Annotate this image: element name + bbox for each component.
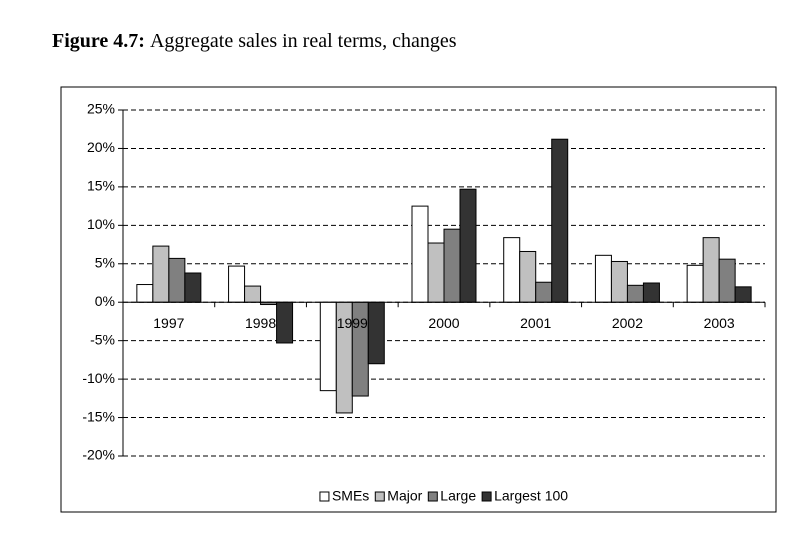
x-tick-label: 1999 (337, 315, 368, 331)
chart-title: Figure 4.7: Aggregate sales in real terms… (52, 30, 457, 52)
bar (319, 301, 337, 392)
bar (594, 254, 612, 303)
legend-label: SMEs (332, 488, 369, 504)
bar (184, 272, 202, 303)
legend-swatch (319, 491, 330, 502)
bar (642, 282, 660, 303)
x-tick-label: 2000 (428, 315, 459, 331)
y-tick-label: 15% (87, 178, 115, 194)
x-tick-label: 2003 (704, 315, 735, 331)
x-tick-label: 2002 (612, 315, 643, 331)
bar (244, 285, 262, 303)
x-tick-label: 2001 (520, 315, 551, 331)
bar (228, 265, 246, 303)
bar (168, 257, 186, 303)
y-tick-label: 25% (87, 101, 115, 117)
bar (276, 301, 294, 344)
y-tick-label: -10% (82, 370, 115, 386)
x-tick-label: 1997 (153, 315, 184, 331)
bar (718, 258, 736, 303)
bar (503, 237, 521, 303)
bar (610, 260, 628, 303)
legend-label: Large (440, 488, 476, 504)
bar (443, 228, 461, 303)
legend-swatch (374, 491, 385, 502)
bar (136, 284, 154, 303)
legend-label: Largest 100 (494, 488, 568, 504)
bar (152, 245, 170, 303)
y-tick-label: -20% (82, 447, 115, 463)
y-tick-label: 20% (87, 139, 115, 155)
bar (702, 237, 720, 303)
chart-frame (60, 86, 777, 513)
y-tick-label: -5% (90, 331, 115, 347)
legend-swatch (427, 491, 438, 502)
legend-label: Major (387, 488, 422, 504)
bar (367, 301, 385, 365)
bar (411, 205, 429, 303)
title-label: Figure 4.7: (52, 30, 145, 52)
y-tick-label: -15% (82, 408, 115, 424)
bar (551, 138, 569, 303)
x-tick-label: 1998 (245, 315, 276, 331)
y-tick-label: 10% (87, 216, 115, 232)
legend-swatch (481, 491, 492, 502)
bar (427, 242, 445, 303)
title-text: Aggregate sales in real terms, changes (150, 30, 457, 52)
bar (519, 250, 537, 303)
bar (626, 284, 644, 303)
bar (686, 264, 704, 303)
bar (459, 188, 477, 303)
y-tick-label: 5% (95, 254, 115, 270)
bar (535, 281, 553, 303)
bar (734, 286, 752, 303)
y-tick-label: 0% (95, 293, 115, 309)
